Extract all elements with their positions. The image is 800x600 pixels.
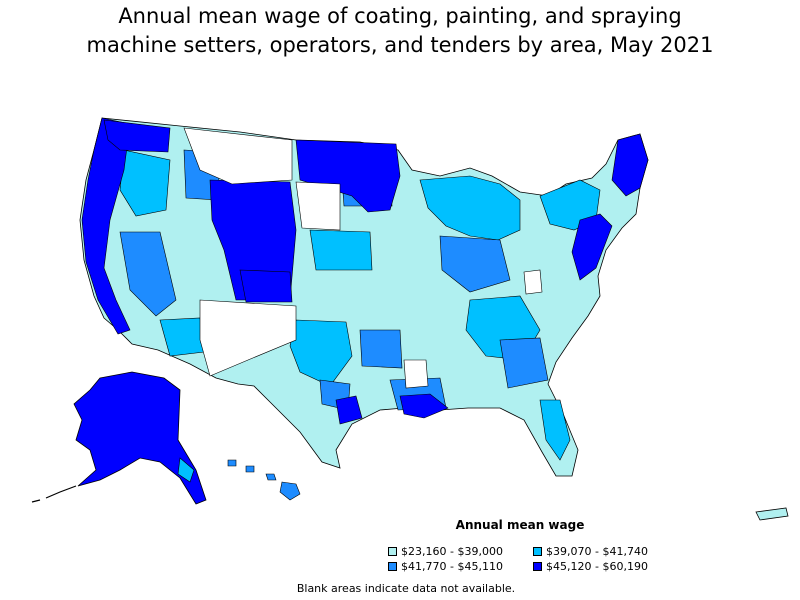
legend-item-2: $39,070 - $41,740: [533, 545, 648, 558]
hawaii-big-island: [279, 481, 301, 501]
hawaii-oahu: [245, 465, 255, 473]
legend-swatch-2: [533, 547, 542, 556]
legend-item-1: $23,160 - $39,000: [388, 545, 503, 558]
region-arkansas: [359, 329, 403, 369]
blank-mississippi: [403, 359, 429, 389]
region-houston: [335, 395, 363, 425]
region-pacific-coast: [81, 117, 131, 335]
legend-title: Annual mean wage: [455, 518, 585, 532]
region-new-mexico-north: [239, 269, 293, 303]
alaska-panhandle-west: [177, 457, 195, 483]
region-northeast-corridor: [571, 213, 613, 281]
region-maine: [611, 133, 649, 197]
puerto-rico: [755, 507, 789, 521]
map-title: Annual mean wage of coating, painting, a…: [0, 2, 800, 60]
blank-montana: [183, 127, 293, 185]
region-mid-west: [119, 149, 171, 217]
map-title-line-1: Annual mean wage of coating, painting, a…: [118, 4, 682, 28]
regions-blank: [183, 127, 543, 389]
legend-label-4: $45,120 - $60,190: [546, 560, 648, 573]
legend-swatch-4: [533, 562, 542, 571]
region-georgia: [499, 337, 549, 389]
region-nevada: [119, 231, 177, 317]
legend-item-3: $41,770 - $45,110: [388, 560, 503, 573]
legend-label-1: $23,160 - $39,000: [401, 545, 503, 558]
region-washington: [103, 119, 171, 153]
legend-item-4: $45,120 - $60,190: [533, 560, 648, 573]
legend-swatch-3: [388, 562, 397, 571]
alaska-mainland: [73, 371, 207, 505]
map-title-line-2: machine setters, operators, and tenders …: [86, 33, 714, 57]
legend-swatch-1: [388, 547, 397, 556]
hawaii-kauai: [227, 459, 237, 467]
hawaii: [227, 459, 301, 501]
region-gulf-coast: [399, 393, 449, 419]
region-mid-great-lakes: [419, 175, 521, 241]
puerto-rico-island: [755, 507, 789, 521]
region-mid-plains: [309, 229, 373, 271]
region-mid-florida: [539, 399, 571, 461]
hawaii-maui: [265, 473, 277, 481]
blank-new-mexico: [199, 299, 297, 377]
regions-dark: [81, 117, 649, 425]
regions-mid: [119, 149, 601, 461]
legend-label-3: $41,770 - $45,110: [401, 560, 503, 573]
region-ohio-valley: [439, 235, 511, 293]
alaska-aleutians: [31, 485, 77, 503]
blank-west-virginia: [523, 269, 543, 295]
legend-label-2: $39,070 - $41,740: [546, 545, 648, 558]
alaska: [31, 371, 207, 505]
blank-western-nebraska: [295, 181, 341, 231]
footnote: Blank areas indicate data not available.: [296, 582, 516, 595]
